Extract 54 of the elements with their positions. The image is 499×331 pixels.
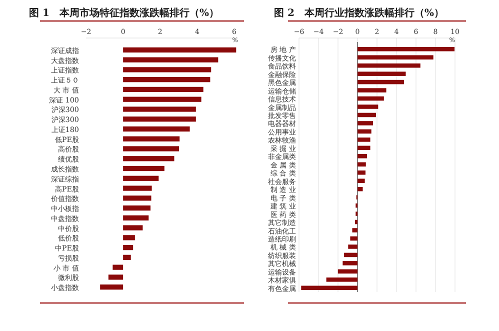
bar xyxy=(123,205,151,211)
bar xyxy=(342,261,358,266)
bar xyxy=(112,264,124,270)
bar xyxy=(350,236,358,241)
bar xyxy=(123,116,196,122)
bar xyxy=(123,57,218,62)
bar xyxy=(123,96,202,102)
bar xyxy=(123,156,174,162)
bar xyxy=(358,63,420,68)
bar xyxy=(344,252,358,258)
bar xyxy=(123,254,131,260)
bar xyxy=(123,215,149,220)
bar xyxy=(358,186,363,192)
bar xyxy=(108,274,124,280)
bar xyxy=(338,269,358,274)
chart-title: 图 2 本周行业指数涨跌幅排行（%） xyxy=(274,7,444,19)
bar xyxy=(123,186,152,191)
bar xyxy=(123,176,159,181)
bar xyxy=(358,154,368,158)
bar xyxy=(348,244,358,249)
bar xyxy=(358,162,366,167)
bar xyxy=(358,138,370,142)
bar xyxy=(123,166,164,172)
bar xyxy=(100,284,124,290)
chart-title: 图 1 本周市场特征指数涨跌幅排行（%） xyxy=(29,7,219,19)
bar xyxy=(301,286,358,290)
bar xyxy=(358,96,384,101)
bar xyxy=(358,80,404,84)
bar xyxy=(123,136,180,142)
bar xyxy=(123,196,152,201)
bar xyxy=(123,146,180,152)
bar xyxy=(358,72,406,76)
bar xyxy=(358,88,386,92)
bar xyxy=(123,244,134,250)
bar xyxy=(123,126,190,132)
bar xyxy=(358,104,378,109)
bar xyxy=(123,235,135,240)
bar xyxy=(358,146,370,150)
bar xyxy=(326,278,358,282)
bar xyxy=(123,77,210,82)
bar xyxy=(358,112,376,118)
bar xyxy=(354,220,358,224)
bar xyxy=(123,225,143,230)
bar xyxy=(358,46,455,52)
bar xyxy=(123,86,204,92)
bar xyxy=(123,106,196,112)
bar xyxy=(123,67,212,72)
bar xyxy=(358,55,434,60)
bar xyxy=(358,170,366,175)
bar xyxy=(358,178,365,183)
bar xyxy=(352,228,358,232)
bar xyxy=(358,129,372,134)
bar xyxy=(123,47,236,53)
bar xyxy=(358,121,374,126)
